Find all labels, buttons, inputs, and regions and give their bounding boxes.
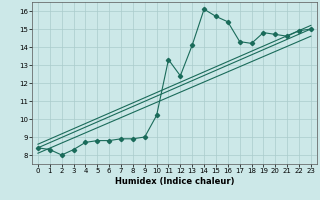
X-axis label: Humidex (Indice chaleur): Humidex (Indice chaleur)	[115, 177, 234, 186]
